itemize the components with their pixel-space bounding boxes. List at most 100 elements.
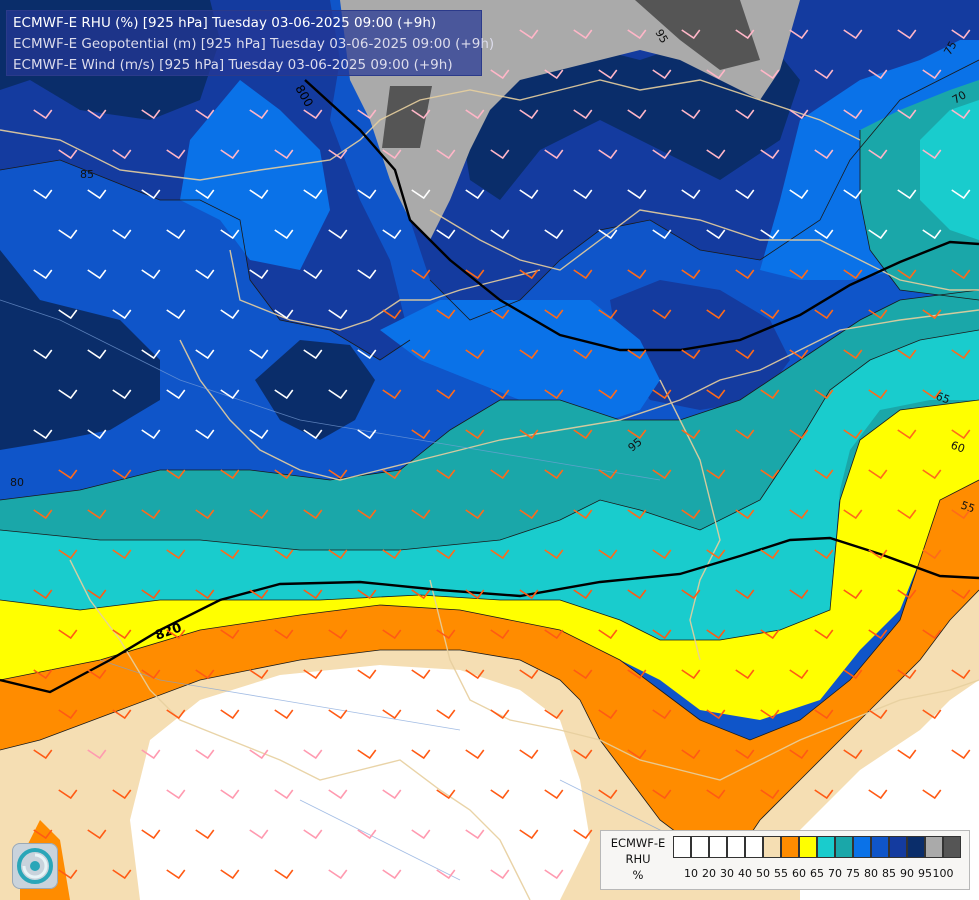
wind-barb-icon <box>465 429 485 440</box>
wind-barb-icon <box>249 829 269 840</box>
wind-barb-icon <box>141 749 161 760</box>
wind-barb-icon <box>382 709 402 720</box>
wind-barb-icon <box>868 789 888 800</box>
wind-barb-icon <box>573 109 593 120</box>
wind-barb-icon <box>303 269 323 280</box>
wind-barb-icon <box>33 429 53 440</box>
wind-barb-icon <box>490 469 510 480</box>
wind-barb-icon <box>436 229 456 240</box>
wind-barb-icon <box>382 309 402 320</box>
wind-barb-icon <box>33 189 53 200</box>
rh-below-50-region-south <box>130 665 590 900</box>
wind-barb-icon <box>627 509 647 520</box>
wind-barb-icon <box>706 709 726 720</box>
wind-barb-icon <box>627 189 647 200</box>
wind-barb-icon <box>814 69 834 80</box>
wind-barb-icon <box>519 829 539 840</box>
wind-barb-icon <box>897 669 917 680</box>
header-rhu-line: ECMWF-E RHU (%) [925 hPa] Tuesday 03-06-… <box>13 15 437 31</box>
rh-label-55: 55 <box>959 499 977 516</box>
legend-tick-label: 50 <box>756 867 770 880</box>
wind-barb-icon <box>220 389 240 400</box>
wind-barb-icon <box>627 589 647 600</box>
wind-barb-icon <box>303 749 323 760</box>
wind-barb-icon <box>112 869 132 880</box>
wind-barb-icon <box>598 69 618 80</box>
legend-tick-label: 90 <box>900 867 914 880</box>
wind-barb-icon <box>843 349 863 360</box>
legend-swatch <box>889 836 907 858</box>
wind-barb-icon <box>922 229 942 240</box>
wind-barb-icon <box>814 149 834 160</box>
wind-barb-icon <box>220 629 240 640</box>
wind-barb-icon <box>760 469 780 480</box>
country-borders <box>0 79 979 900</box>
wind-barb-icon <box>598 549 618 560</box>
map-header: ECMWF-E RHU (%) [925 hPa] Tuesday 03-06-… <box>6 10 494 76</box>
wind-barb-icon <box>951 669 971 680</box>
wind-barb-icon <box>357 109 377 120</box>
wind-barb-icon <box>490 389 510 400</box>
wind-barb-icon <box>519 29 539 40</box>
wind-barb-icon <box>58 789 78 800</box>
legend-tick-label: 40 <box>738 867 752 880</box>
wind-barb-icon <box>328 629 348 640</box>
wind-barb-icon <box>789 109 809 120</box>
wind-barb-icon <box>760 549 780 560</box>
wind-barb-icon <box>627 29 647 40</box>
wind-barb-icon <box>868 469 888 480</box>
wind-barb-icon <box>112 709 132 720</box>
wind-barb-icon <box>303 189 323 200</box>
wind-barb-icon <box>789 509 809 520</box>
wind-barb-icon <box>789 29 809 40</box>
wind-barb-icon <box>951 189 971 200</box>
wind-barb-icon <box>249 109 269 120</box>
wind-barb-icon <box>357 589 377 600</box>
rh-65-70-region-ne <box>920 100 979 240</box>
wind-barb-icon <box>814 789 834 800</box>
rh-70-75-band <box>0 290 979 570</box>
wind-barb-icon <box>735 429 755 440</box>
wind-barb-icon <box>33 669 53 680</box>
wind-barb-icon <box>922 149 942 160</box>
wind-barb-icon <box>141 589 161 600</box>
wind-barb-icon <box>519 589 539 600</box>
wind-barb-icon <box>382 789 402 800</box>
wind-barb-icon <box>760 309 780 320</box>
wind-barb-icon <box>411 589 431 600</box>
wind-barb-icon <box>382 549 402 560</box>
wind-barb-icon <box>382 229 402 240</box>
wind-barb-icon <box>544 789 564 800</box>
wind-barb-icon <box>843 109 863 120</box>
wind-barb-icon <box>519 749 539 760</box>
wind-barb-icon <box>87 749 107 760</box>
wind-barb-icon <box>598 389 618 400</box>
wind-barb-icon <box>544 229 564 240</box>
wind-barb-icon <box>573 429 593 440</box>
wind-barb-icon <box>166 789 186 800</box>
wind-barb-icon <box>627 429 647 440</box>
geopotential-820-contour <box>0 536 979 694</box>
wind-barb-icon <box>303 429 323 440</box>
wind-barb-icon <box>814 709 834 720</box>
wind-barb-icon <box>681 669 701 680</box>
wind-barb-icon <box>195 269 215 280</box>
wind-barb-icon <box>789 589 809 600</box>
wind-barb-icon <box>843 669 863 680</box>
wind-barb-icon <box>627 109 647 120</box>
wind-barb-icon <box>274 549 294 560</box>
wind-barb-icon <box>220 549 240 560</box>
rh-100-region-2 <box>635 0 760 70</box>
wind-barb-icon <box>544 69 564 80</box>
wind-barb-icon <box>897 29 917 40</box>
wind-barb-icon <box>58 229 78 240</box>
wind-barb-icon <box>544 549 564 560</box>
legend-swatch <box>817 836 835 858</box>
legend-tick-label: 55 <box>774 867 788 880</box>
wind-barb-icon <box>249 749 269 760</box>
wind-barb-icon <box>58 149 78 160</box>
wind-barb-icon <box>166 469 186 480</box>
wind-barb-icon <box>112 309 132 320</box>
wind-barb-icon <box>951 509 971 520</box>
